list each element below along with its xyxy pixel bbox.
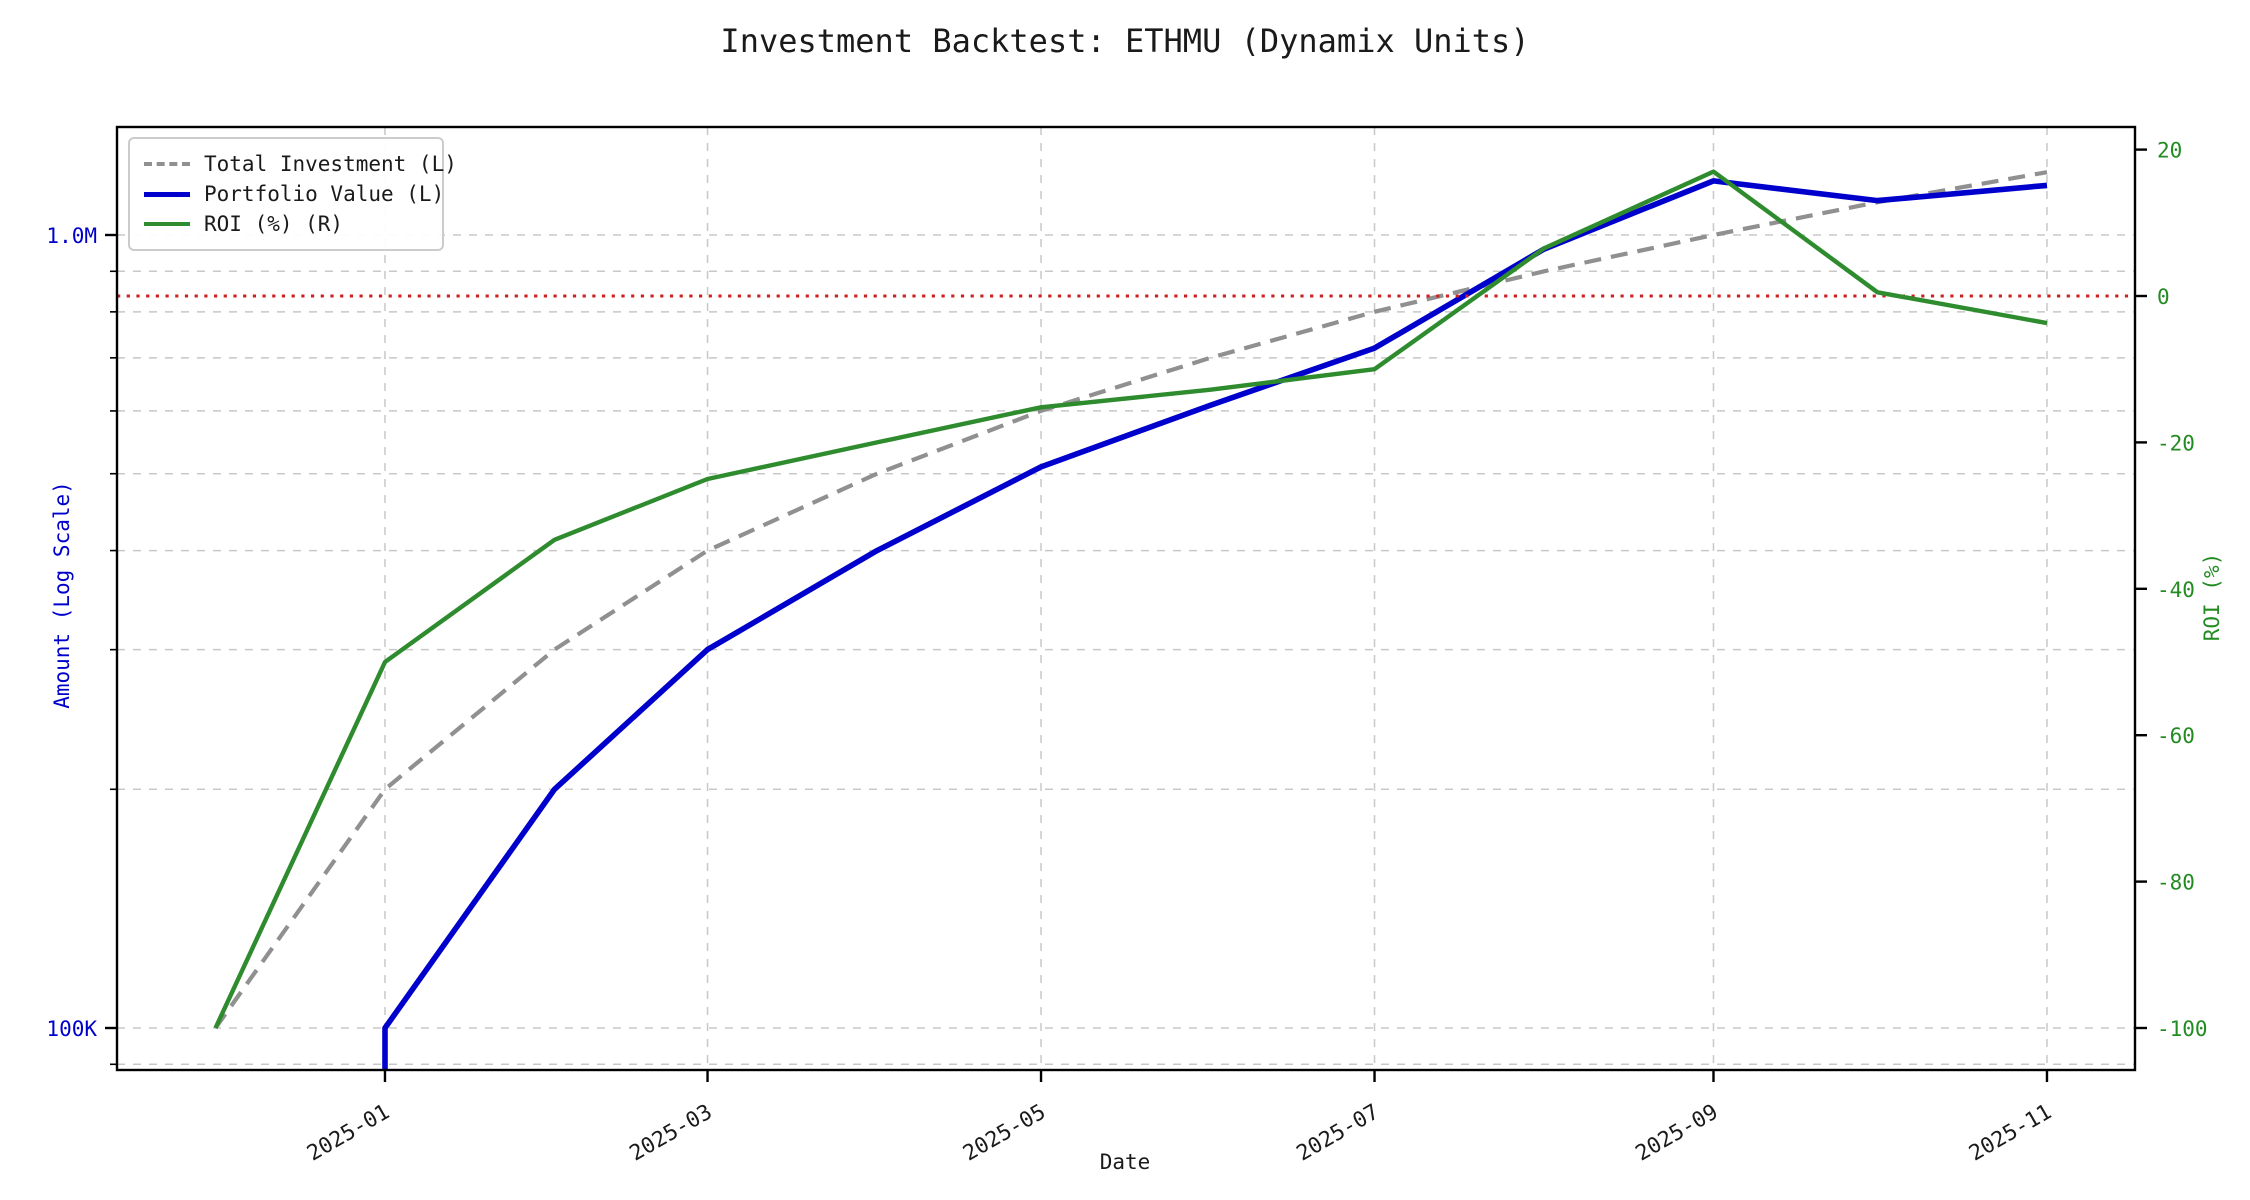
line-total-investment xyxy=(213,170,2048,1030)
line-roi xyxy=(213,169,2048,1029)
legend-item-roi: ROI (%) (R) xyxy=(144,209,428,239)
left-axis-title: Amount (Log Scale) xyxy=(50,481,74,709)
line-portfolio-value xyxy=(382,178,2048,1070)
legend-item-total-investment: Total Investment (L) xyxy=(144,149,457,179)
right-tick-label: -100 xyxy=(2157,1017,2208,1041)
plot-spines xyxy=(115,125,2137,1072)
right-tick-label: 20 xyxy=(2157,139,2182,163)
legend-swatch-dashed-gray xyxy=(144,162,190,166)
right-tick-label: 0 xyxy=(2157,285,2170,309)
right-axis-title: ROI (%) xyxy=(2200,552,2224,642)
right-tick-label: -20 xyxy=(2157,431,2195,455)
legend-label: Portfolio Value (L) xyxy=(204,182,445,206)
legend: Total Investment (L) Portfolio Value (L)… xyxy=(128,137,457,251)
right-tick-label: -80 xyxy=(2157,871,2195,895)
chart-title: Investment Backtest: ETHMU (Dynamix Unit… xyxy=(720,22,1530,60)
legend-label: ROI (%) (R) xyxy=(204,212,344,236)
legend-swatch-solid-green xyxy=(144,222,190,226)
x-axis-title: Date xyxy=(1099,1150,1151,1174)
legend-item-portfolio-value: Portfolio Value (L) xyxy=(144,179,444,209)
left-tick-label: 100K xyxy=(46,1017,97,1041)
legend-label: Total Investment (L) xyxy=(204,152,457,176)
right-tick-label: -60 xyxy=(2157,724,2195,748)
left-tick-label: 1.0M xyxy=(46,224,97,248)
legend-swatch-solid-blue xyxy=(144,191,190,197)
right-tick-label: -40 xyxy=(2157,578,2195,602)
